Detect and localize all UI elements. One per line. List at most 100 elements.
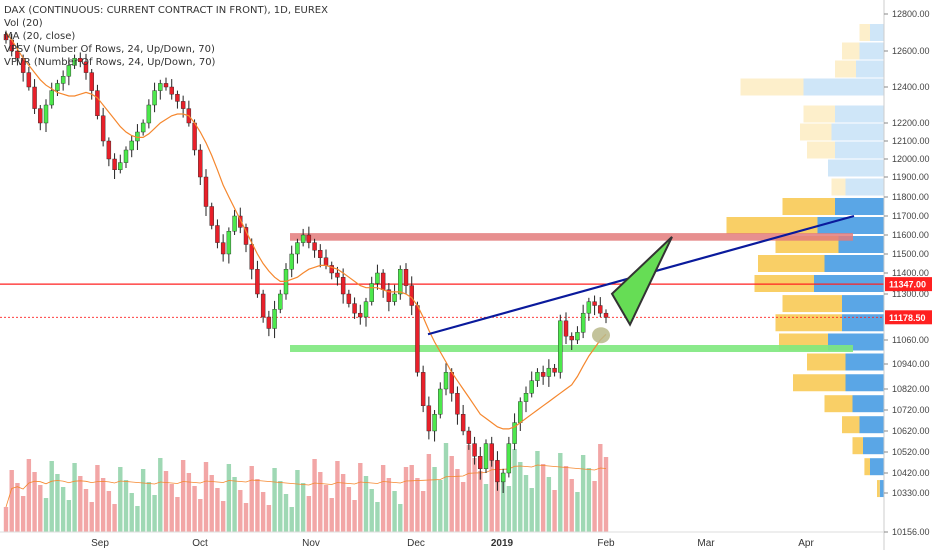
volume-bar (15, 483, 20, 532)
candle-body (152, 90, 157, 106)
candle-body (169, 86, 174, 95)
vp-up-bar (842, 314, 884, 332)
volume-bar (198, 499, 203, 532)
volume-bar (283, 494, 289, 532)
volume-bar (575, 492, 580, 532)
candle-body (318, 249, 323, 258)
volume-bar (352, 500, 357, 532)
vp-up-bar (814, 275, 884, 292)
volume-bar (112, 504, 117, 532)
vp-down-bar (807, 141, 835, 159)
vp-up-bar (879, 480, 884, 498)
volume-bar (278, 481, 283, 532)
price-tick-label: 11900.00 (892, 172, 929, 182)
moving-average (5, 32, 607, 430)
volume-bar (118, 467, 123, 532)
volume-bar (472, 458, 477, 532)
volume-bar (415, 478, 420, 532)
candle-body (300, 234, 306, 243)
price-tick-label: 11800.00 (892, 192, 929, 202)
vp-down-bar (793, 374, 846, 392)
legend-volume[interactable]: Vol (20) (4, 18, 43, 29)
legend-vpsv[interactable]: VPSV (Number Of Rows, 24, Up/Down, 70) (4, 44, 215, 55)
candle-body (392, 293, 397, 302)
legend-ma[interactable]: MA (20, close) (4, 31, 76, 42)
vp-down-bar (877, 480, 880, 498)
candle-body (506, 443, 512, 474)
volume-bar (420, 491, 426, 532)
vp-down-bar (864, 458, 870, 476)
drawings (427, 214, 855, 344)
price-tick-label: 11060.00 (892, 335, 929, 345)
legend-symbol[interactable]: DAX (CONTINUOUS: CURRENT CONTRACT IN FRO… (4, 5, 328, 16)
volume-bar (243, 503, 249, 532)
zones (0, 233, 884, 352)
volume-bar (598, 444, 603, 532)
candle-body (215, 225, 220, 243)
price-tick-label: 12400.00 (892, 82, 930, 92)
volume-bar (123, 480, 129, 532)
candle-body (220, 242, 226, 255)
vp-up-bar (835, 105, 884, 123)
volume-bar (220, 501, 226, 532)
time-axis: Sep Oct Nov Dec 2019 Feb Mar Apr (0, 531, 884, 549)
candle-body (403, 269, 409, 286)
candle-body (95, 90, 100, 116)
candle-body (289, 253, 294, 270)
volume-bar (289, 507, 294, 532)
candle-body (540, 372, 546, 377)
volume-bar (478, 471, 483, 532)
vp-down-bar (852, 437, 863, 455)
candle-body (363, 301, 369, 318)
volume-bar (152, 495, 157, 532)
time-tick-label: Nov (302, 538, 320, 549)
vp-up-bar (856, 60, 884, 78)
vp-up-bar (845, 374, 884, 392)
vp-down-bar (842, 416, 860, 434)
volume-bar (346, 487, 352, 532)
candle-body (495, 460, 500, 483)
time-tick-label: Oct (192, 538, 208, 549)
candle-body (32, 86, 37, 109)
volume-bar (535, 451, 540, 532)
candle-body (426, 405, 432, 432)
volume-bar (500, 473, 506, 532)
volume-bar (558, 453, 563, 532)
candle-body (129, 140, 134, 151)
volume-bar (449, 456, 454, 532)
candle-body (352, 303, 357, 314)
volume-bar (83, 489, 89, 532)
vp-down-bar (782, 198, 835, 215)
volume-bar (438, 480, 443, 532)
volume-bar (238, 490, 243, 532)
candle-body (198, 149, 203, 178)
price-tick-label: 11500.00 (892, 249, 929, 259)
vp-down-bar (859, 24, 870, 41)
candle-body (420, 372, 426, 407)
vp-up-bar (845, 353, 884, 371)
volume-bar (523, 475, 529, 532)
candle-body (118, 162, 123, 171)
volume-bar (483, 484, 489, 532)
resistance-zone (290, 233, 853, 241)
volume-bar (432, 467, 437, 532)
time-tick-label: Apr (798, 538, 814, 549)
volume-bar (552, 490, 557, 532)
volume-bar (363, 476, 369, 532)
price-tick-label: 10720.00 (892, 405, 930, 415)
volume-bar (580, 455, 586, 532)
vp-down-bar (824, 395, 853, 413)
legend-vpvr[interactable]: VPVR (Number Of Rows, 24, Up/Down, 70) (4, 57, 216, 68)
candle-body (272, 309, 277, 329)
price-tick-label: 12800.00 (892, 9, 930, 19)
volume-bar (375, 502, 380, 532)
volume-bar (518, 462, 523, 532)
candle-body (369, 283, 374, 302)
volume-bar (49, 461, 54, 532)
vp-up-bar (859, 416, 884, 434)
volume-bar (60, 487, 66, 532)
candle-body (340, 277, 346, 295)
candle-body (43, 104, 49, 124)
candle-body (569, 335, 574, 341)
